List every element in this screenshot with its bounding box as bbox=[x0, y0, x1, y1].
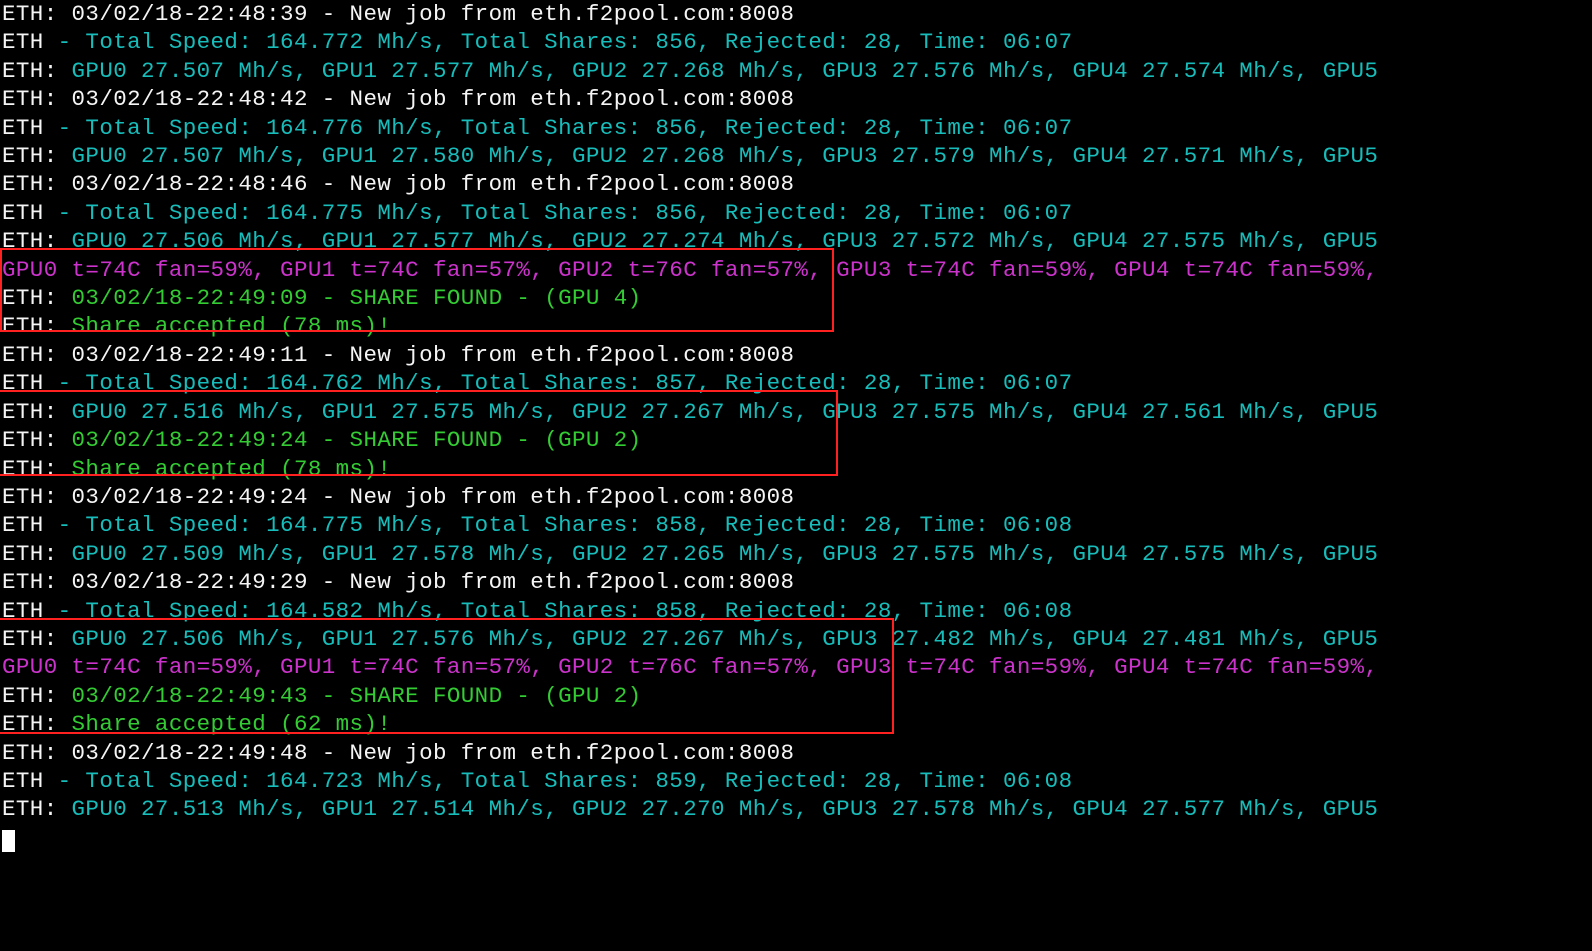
cursor-block bbox=[2, 830, 15, 852]
log-line: ETH: 03/02/18-22:49:09 - SHARE FOUND - (… bbox=[2, 284, 1592, 312]
log-prefix: ETH: bbox=[2, 342, 72, 368]
log-body: - Total Speed: 164.723 Mh/s, Total Share… bbox=[58, 768, 1073, 794]
log-body: GPU0 t=74C fan=59%, GPU1 t=74C fan=57%, … bbox=[2, 654, 1378, 680]
log-body: - Total Speed: 164.582 Mh/s, Total Share… bbox=[58, 598, 1073, 624]
log-line: ETH - Total Speed: 164.776 Mh/s, Total S… bbox=[2, 114, 1592, 142]
log-line: ETH: GPU0 27.506 Mh/s, GPU1 27.576 Mh/s,… bbox=[2, 625, 1592, 653]
log-line: ETH: 03/02/18-22:49:24 - New job from et… bbox=[2, 483, 1592, 511]
log-line: ETH: GPU0 27.516 Mh/s, GPU1 27.575 Mh/s,… bbox=[2, 398, 1592, 426]
log-body: 03/02/18-22:48:42 - New job from eth.f2p… bbox=[72, 86, 795, 112]
log-prefix: ETH: bbox=[2, 541, 72, 567]
log-body: GPU0 27.513 Mh/s, GPU1 27.514 Mh/s, GPU2… bbox=[72, 796, 1379, 822]
log-body: GPU0 27.507 Mh/s, GPU1 27.580 Mh/s, GPU2… bbox=[72, 143, 1379, 169]
log-body: - Total Speed: 164.772 Mh/s, Total Share… bbox=[58, 29, 1073, 55]
log-body: Share accepted (62 ms)! bbox=[72, 711, 392, 737]
log-line: ETH: 03/02/18-22:49:29 - New job from et… bbox=[2, 568, 1592, 596]
log-line: ETH: 03/02/18-22:49:11 - New job from et… bbox=[2, 341, 1592, 369]
log-line: ETH: 03/02/18-22:48:42 - New job from et… bbox=[2, 85, 1592, 113]
log-line: ETH: Share accepted (78 ms)! bbox=[2, 312, 1592, 340]
log-body: 03/02/18-22:48:46 - New job from eth.f2p… bbox=[72, 171, 795, 197]
log-line: ETH: Share accepted (78 ms)! bbox=[2, 455, 1592, 483]
terminal-output: ETH: 03/02/18-22:48:39 - New job from et… bbox=[0, 0, 1592, 852]
log-prefix: ETH: bbox=[2, 711, 72, 737]
log-line: ETH - Total Speed: 164.723 Mh/s, Total S… bbox=[2, 767, 1592, 795]
log-body: GPU0 27.516 Mh/s, GPU1 27.575 Mh/s, GPU2… bbox=[72, 399, 1379, 425]
log-line: ETH: 03/02/18-22:48:46 - New job from et… bbox=[2, 170, 1592, 198]
log-line: ETH: GPU0 27.506 Mh/s, GPU1 27.577 Mh/s,… bbox=[2, 227, 1592, 255]
log-line: ETH: 03/02/18-22:49:48 - New job from et… bbox=[2, 739, 1592, 767]
log-body: GPU0 27.506 Mh/s, GPU1 27.577 Mh/s, GPU2… bbox=[72, 228, 1379, 254]
log-line: ETH: GPU0 27.507 Mh/s, GPU1 27.580 Mh/s,… bbox=[2, 142, 1592, 170]
cursor-line bbox=[2, 824, 1592, 852]
log-prefix: ETH: bbox=[2, 427, 72, 453]
log-body: - Total Speed: 164.775 Mh/s, Total Share… bbox=[58, 200, 1073, 226]
log-line: ETH - Total Speed: 164.582 Mh/s, Total S… bbox=[2, 597, 1592, 625]
log-line: ETH: 03/02/18-22:48:39 - New job from et… bbox=[2, 0, 1592, 28]
log-line: ETH: Share accepted (62 ms)! bbox=[2, 710, 1592, 738]
log-body: 03/02/18-22:48:39 - New job from eth.f2p… bbox=[72, 1, 795, 27]
log-body: GPU0 t=74C fan=59%, GPU1 t=74C fan=57%, … bbox=[2, 257, 1378, 283]
log-prefix: ETH: bbox=[2, 796, 72, 822]
log-prefix: ETH: bbox=[2, 228, 72, 254]
log-prefix: ETH: bbox=[2, 86, 72, 112]
log-prefix: ETH bbox=[2, 29, 58, 55]
log-line: ETH - Total Speed: 164.775 Mh/s, Total S… bbox=[2, 511, 1592, 539]
log-line: ETH: GPU0 27.507 Mh/s, GPU1 27.577 Mh/s,… bbox=[2, 57, 1592, 85]
log-body: Share accepted (78 ms)! bbox=[72, 456, 392, 482]
log-body: 03/02/18-22:49:09 - SHARE FOUND - (GPU 4… bbox=[72, 285, 642, 311]
log-body: GPU0 27.507 Mh/s, GPU1 27.577 Mh/s, GPU2… bbox=[72, 58, 1379, 84]
log-prefix: ETH bbox=[2, 115, 58, 141]
log-body: GPU0 27.509 Mh/s, GPU1 27.578 Mh/s, GPU2… bbox=[72, 541, 1379, 567]
log-line: ETH - Total Speed: 164.762 Mh/s, Total S… bbox=[2, 369, 1592, 397]
log-prefix: ETH: bbox=[2, 285, 72, 311]
log-prefix: ETH: bbox=[2, 626, 72, 652]
log-prefix: ETH: bbox=[2, 171, 72, 197]
log-body: - Total Speed: 164.775 Mh/s, Total Share… bbox=[58, 512, 1073, 538]
log-line: ETH: 03/02/18-22:49:24 - SHARE FOUND - (… bbox=[2, 426, 1592, 454]
log-body: Share accepted (78 ms)! bbox=[72, 313, 392, 339]
log-body: 03/02/18-22:49:43 - SHARE FOUND - (GPU 2… bbox=[72, 683, 642, 709]
log-line: GPU0 t=74C fan=59%, GPU1 t=74C fan=57%, … bbox=[2, 256, 1592, 284]
log-line: ETH: GPU0 27.513 Mh/s, GPU1 27.514 Mh/s,… bbox=[2, 795, 1592, 823]
log-line: ETH: GPU0 27.509 Mh/s, GPU1 27.578 Mh/s,… bbox=[2, 540, 1592, 568]
log-prefix: ETH: bbox=[2, 313, 72, 339]
log-line: GPU0 t=74C fan=59%, GPU1 t=74C fan=57%, … bbox=[2, 653, 1592, 681]
log-prefix: ETH: bbox=[2, 399, 72, 425]
log-body: 03/02/18-22:49:11 - New job from eth.f2p… bbox=[72, 342, 795, 368]
log-line: ETH: 03/02/18-22:49:43 - SHARE FOUND - (… bbox=[2, 682, 1592, 710]
log-body: - Total Speed: 164.776 Mh/s, Total Share… bbox=[58, 115, 1073, 141]
log-body: - Total Speed: 164.762 Mh/s, Total Share… bbox=[58, 370, 1073, 396]
log-prefix: ETH: bbox=[2, 484, 72, 510]
log-body: 03/02/18-22:49:48 - New job from eth.f2p… bbox=[72, 740, 795, 766]
log-prefix: ETH bbox=[2, 200, 58, 226]
log-prefix: ETH: bbox=[2, 456, 72, 482]
log-prefix: ETH: bbox=[2, 683, 72, 709]
log-prefix: ETH bbox=[2, 598, 58, 624]
log-prefix: ETH: bbox=[2, 143, 72, 169]
log-prefix: ETH: bbox=[2, 740, 72, 766]
log-line: ETH - Total Speed: 164.775 Mh/s, Total S… bbox=[2, 199, 1592, 227]
log-prefix: ETH: bbox=[2, 1, 72, 27]
log-body: 03/02/18-22:49:24 - New job from eth.f2p… bbox=[72, 484, 795, 510]
log-prefix: ETH: bbox=[2, 569, 72, 595]
log-line: ETH - Total Speed: 164.772 Mh/s, Total S… bbox=[2, 28, 1592, 56]
log-prefix: ETH bbox=[2, 370, 58, 396]
log-body: 03/02/18-22:49:24 - SHARE FOUND - (GPU 2… bbox=[72, 427, 642, 453]
log-prefix: ETH: bbox=[2, 58, 72, 84]
log-prefix: ETH bbox=[2, 512, 58, 538]
log-body: 03/02/18-22:49:29 - New job from eth.f2p… bbox=[72, 569, 795, 595]
log-prefix: ETH bbox=[2, 768, 58, 794]
log-body: GPU0 27.506 Mh/s, GPU1 27.576 Mh/s, GPU2… bbox=[72, 626, 1379, 652]
